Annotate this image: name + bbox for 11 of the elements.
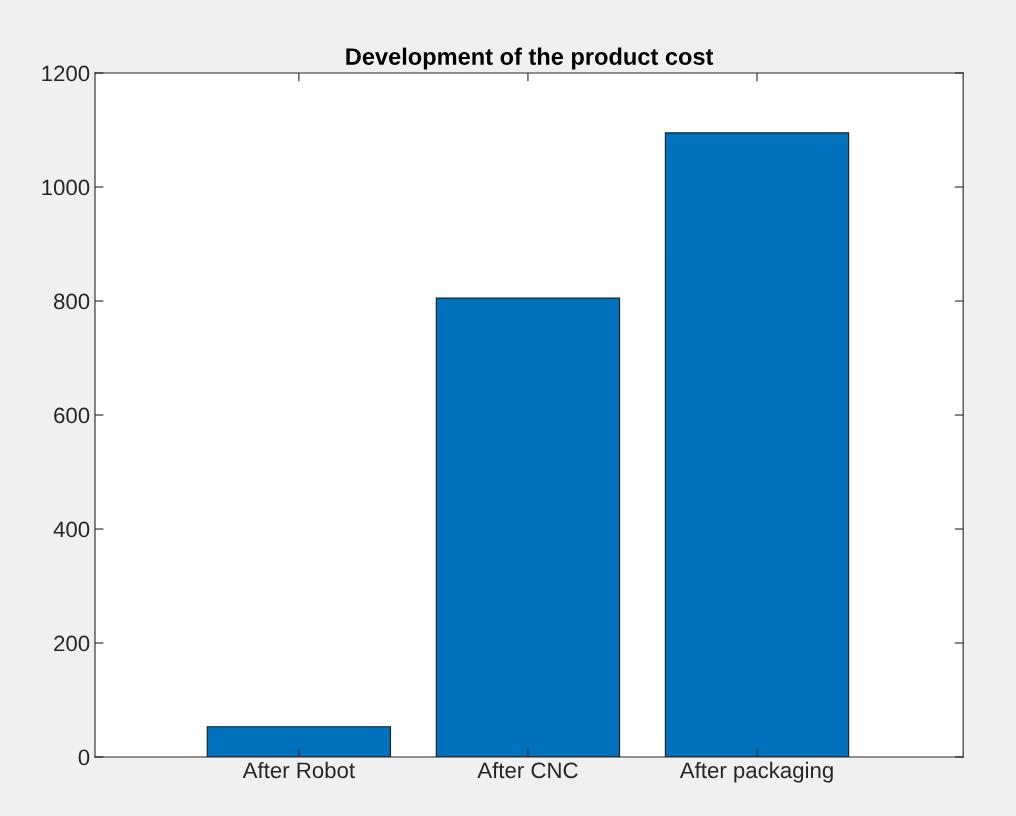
y-tick-label: 400 [53,521,90,538]
y-tick-label: 1200 [42,65,90,82]
y-tick-label: 1000 [42,179,90,196]
x-tick-label: After packaging [679,761,833,783]
y-tick-label: 600 [54,407,90,424]
x-tick-label: After Robot [242,761,355,779]
y-tick-label: 200 [54,635,90,652]
x-tick-label: After CNC [477,761,578,779]
y-tick-label: 800 [54,293,90,310]
y-tick-label: 0 [78,749,90,766]
chart-title: Development of the product cost [346,47,714,70]
